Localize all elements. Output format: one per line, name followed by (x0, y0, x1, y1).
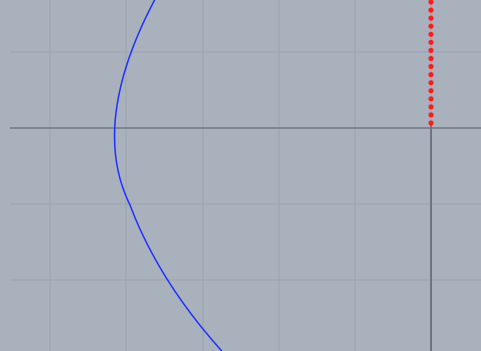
path-point[interactable] (428, 55, 434, 62)
path-point[interactable] (428, 47, 434, 54)
path-point[interactable] (428, 31, 434, 37)
path-point[interactable] (428, 23, 434, 29)
path-point[interactable] (428, 72, 434, 78)
path-point[interactable] (428, 80, 434, 86)
path-point[interactable] (428, 88, 434, 94)
path-point[interactable] (428, 104, 434, 110)
selected-curve-arc[interactable] (113, 0, 230, 351)
path-point[interactable] (428, 96, 434, 102)
path-point[interactable] (428, 39, 434, 45)
path-point[interactable] (428, 63, 434, 70)
path-point[interactable] (428, 112, 434, 118)
path-point[interactable] (428, 7, 434, 13)
path-point[interactable] (428, 0, 434, 5)
path-point[interactable] (428, 15, 434, 21)
path-point[interactable] (428, 120, 434, 126)
dotted-path-points[interactable] (428, 0, 434, 126)
